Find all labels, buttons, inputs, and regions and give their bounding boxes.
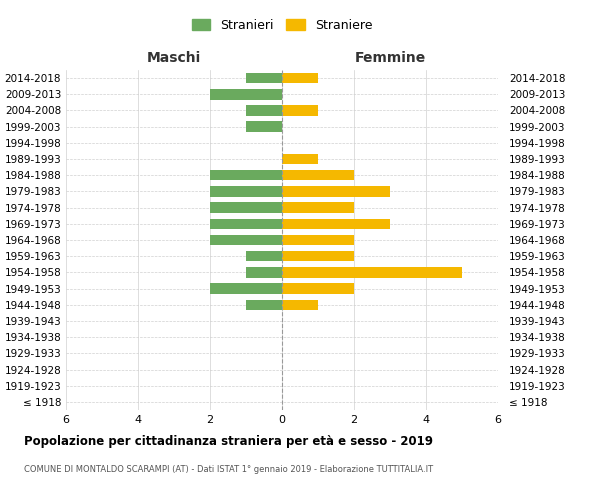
Bar — [282, 154, 318, 164]
Bar — [282, 300, 318, 310]
Text: Popolazione per cittadinanza straniera per età e sesso - 2019: Popolazione per cittadinanza straniera p… — [24, 435, 433, 448]
Bar — [282, 218, 390, 229]
Bar — [282, 234, 354, 246]
Bar — [246, 251, 282, 262]
Bar — [282, 186, 390, 196]
Bar — [210, 218, 282, 229]
Bar — [210, 186, 282, 196]
Bar — [246, 267, 282, 278]
Bar — [282, 251, 354, 262]
Text: Maschi: Maschi — [147, 51, 201, 65]
Bar — [282, 170, 354, 180]
Bar — [246, 300, 282, 310]
Bar — [246, 105, 282, 116]
Bar — [210, 234, 282, 246]
Bar — [282, 73, 318, 84]
Bar — [282, 284, 354, 294]
Bar — [210, 170, 282, 180]
Text: COMUNE DI MONTALDO SCARAMPI (AT) - Dati ISTAT 1° gennaio 2019 - Elaborazione TUT: COMUNE DI MONTALDO SCARAMPI (AT) - Dati … — [24, 465, 433, 474]
Bar — [246, 122, 282, 132]
Bar — [246, 73, 282, 84]
Bar — [282, 105, 318, 116]
Bar — [282, 267, 462, 278]
Bar — [210, 202, 282, 213]
Bar — [210, 284, 282, 294]
Legend: Stranieri, Straniere: Stranieri, Straniere — [188, 15, 376, 36]
Bar — [282, 202, 354, 213]
Text: Femmine: Femmine — [355, 51, 425, 65]
Bar — [210, 89, 282, 100]
